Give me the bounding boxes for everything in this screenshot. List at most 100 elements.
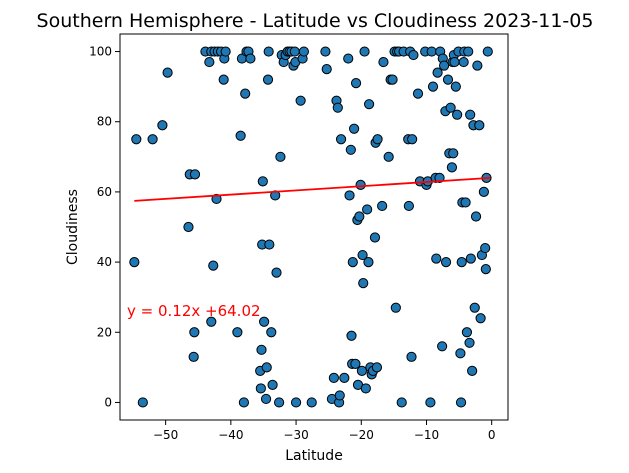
- data-point: [289, 46, 300, 57]
- x-axis-label: Latitude: [285, 448, 343, 464]
- data-point: [267, 379, 278, 391]
- x-tick-label: −30: [283, 428, 308, 442]
- data-point: [256, 344, 267, 355]
- data-point: [480, 242, 491, 254]
- y-tick-label: 100: [89, 45, 112, 59]
- data-point: [358, 278, 369, 289]
- data-point: [449, 56, 460, 68]
- data-point: [455, 397, 467, 408]
- data-point: [220, 46, 231, 57]
- data-point: [359, 46, 370, 57]
- data-point: [137, 397, 148, 408]
- data-point: [183, 221, 194, 233]
- data-point: [259, 316, 270, 327]
- data-point: [261, 362, 272, 373]
- data-point: [378, 56, 389, 68]
- data-point: [403, 200, 414, 212]
- y-tick-label: 20: [97, 325, 112, 339]
- data-point: [147, 134, 158, 145]
- data-point: [369, 232, 381, 243]
- data-point: [295, 95, 306, 106]
- data-point: [408, 49, 419, 61]
- data-point: [347, 256, 358, 268]
- data-point: [238, 397, 249, 408]
- data-point: [339, 372, 350, 383]
- y-tick-label: 0: [104, 395, 112, 409]
- data-point: [445, 102, 456, 113]
- data-point: [387, 74, 398, 85]
- data-point: [355, 179, 366, 190]
- data-point: [320, 46, 331, 57]
- x-tick-label: −20: [349, 428, 374, 442]
- data-point: [354, 211, 365, 222]
- data-point: [467, 365, 478, 376]
- data-point: [257, 176, 268, 187]
- data-point: [456, 256, 467, 268]
- data-point: [266, 327, 277, 338]
- data-point: [465, 109, 476, 120]
- data-point: [448, 148, 459, 159]
- data-point: [189, 327, 200, 338]
- data-point: [427, 81, 439, 92]
- x-tick-label: −40: [218, 428, 243, 442]
- data-point: [240, 88, 251, 99]
- data-point: [334, 390, 345, 401]
- x-tick-label: 0: [488, 428, 496, 442]
- data-point: [260, 393, 272, 405]
- data-point: [298, 46, 309, 57]
- data-point: [360, 383, 371, 394]
- data-point: [390, 302, 401, 313]
- data-point: [377, 200, 388, 212]
- data-point: [396, 397, 407, 408]
- data-point: [255, 383, 266, 394]
- data-point: [461, 327, 473, 338]
- data-point: [262, 74, 274, 85]
- data-point: [437, 341, 448, 352]
- data-point: [463, 46, 474, 57]
- data-point: [465, 253, 476, 264]
- data-point: [469, 302, 480, 313]
- data-point: [345, 144, 356, 155]
- data-point: [431, 253, 442, 264]
- regression-equation: y = 0.12x +64.02: [127, 302, 261, 320]
- data-point: [235, 130, 246, 141]
- x-tick-label: −50: [153, 428, 178, 442]
- data-point: [357, 249, 368, 261]
- data-point: [356, 365, 368, 376]
- data-point: [264, 239, 275, 250]
- data-point: [464, 337, 475, 348]
- data-point: [460, 197, 471, 208]
- data-point: [432, 67, 443, 78]
- y-tick-label: 40: [97, 255, 112, 269]
- data-point: [208, 260, 219, 271]
- data-point: [157, 120, 168, 131]
- x-tick-label: −10: [414, 428, 439, 442]
- data-point: [412, 88, 424, 99]
- y-tick-label: 80: [97, 115, 112, 129]
- data-point: [344, 190, 355, 201]
- data-point: [129, 256, 140, 268]
- data-point: [343, 53, 354, 64]
- data-point: [442, 74, 454, 85]
- data-point: [131, 134, 142, 145]
- data-point: [363, 256, 374, 268]
- data-point: [335, 134, 347, 145]
- data-point: [218, 74, 229, 85]
- data-point: [332, 102, 343, 113]
- data-point: [407, 134, 418, 145]
- data-point: [364, 99, 375, 110]
- x-axis: −50 −40 −30 −20 −10 0: [153, 420, 496, 442]
- data-points: [129, 46, 493, 408]
- data-point: [275, 151, 286, 162]
- y-axis-label: Cloudiness: [65, 189, 81, 265]
- data-point: [450, 81, 461, 92]
- data-point: [383, 151, 394, 162]
- data-point: [478, 186, 489, 198]
- data-point: [274, 397, 285, 408]
- data-point: [188, 351, 199, 362]
- regression-line: [134, 176, 491, 202]
- chart-title: Southern Hemisphere - Latitude vs Cloudi…: [37, 10, 594, 32]
- data-point: [204, 56, 215, 68]
- data-point: [232, 327, 243, 338]
- data-point: [263, 46, 274, 57]
